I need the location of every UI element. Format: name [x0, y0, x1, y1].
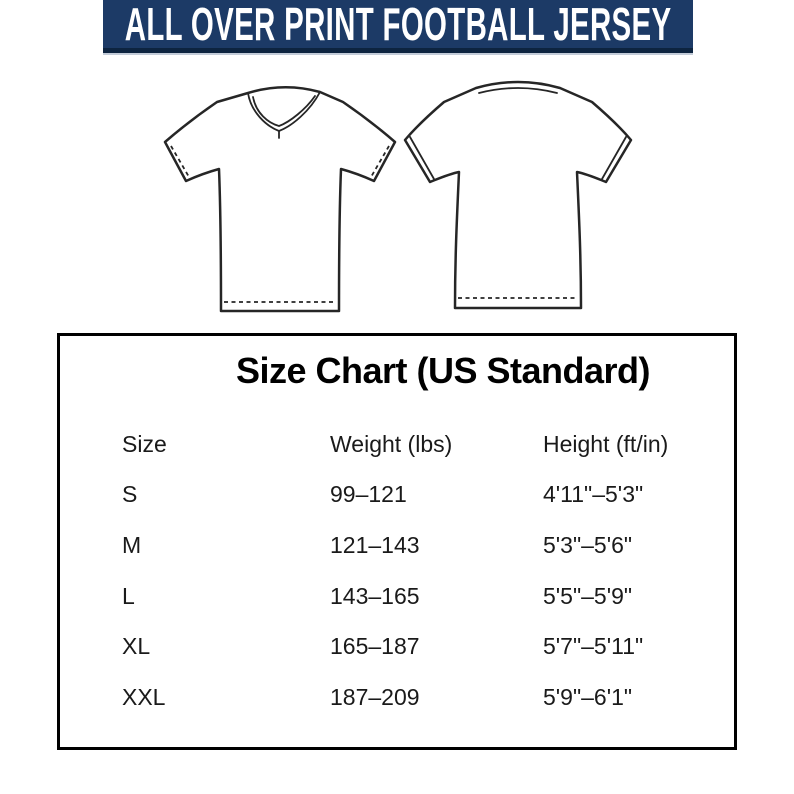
column-header-weight: Weight (lbs)	[330, 430, 453, 457]
size-chart-title: Size Chart (US Standard)	[235, 350, 651, 391]
cell-height: 4'11"–5'3"	[543, 481, 644, 508]
cell-height: 5'3"–5'6"	[543, 531, 633, 558]
table-row: S 99–121 4'11"–5'3"	[122, 470, 728, 521]
table-header-row: Size Weight (lbs) Height (ft/in)	[122, 419, 728, 470]
jersey-back-illustration	[396, 76, 640, 314]
table-row: L 143–165 5'5"–5'9"	[122, 571, 728, 622]
cell-weight: 187–209	[330, 683, 420, 710]
table-row: M 121–143 5'3"–5'6"	[122, 520, 728, 571]
cell-weight: 165–187	[330, 633, 420, 660]
cell-height: 5'9"–6'1"	[543, 683, 633, 710]
jersey-front-icon	[163, 86, 397, 313]
cell-size: S	[122, 481, 138, 508]
cell-weight: 143–165	[330, 582, 420, 609]
column-header-size: Size	[122, 430, 167, 457]
cell-height: 5'7"–5'11"	[543, 633, 644, 660]
cell-height: 5'5"–5'9"	[543, 582, 633, 609]
table-row: XXL 187–209 5'9"–6'1"	[122, 672, 728, 723]
column-header-height: Height (ft/in)	[543, 430, 669, 457]
cell-size: XXL	[122, 683, 166, 710]
cell-weight: 99–121	[330, 481, 407, 508]
cell-size: M	[122, 531, 142, 558]
table-row: XL 165–187 5'7"–5'11"	[122, 621, 728, 672]
jersey-back-icon	[403, 80, 633, 310]
jersey-front-illustration	[158, 84, 400, 316]
cell-size: XL	[122, 633, 151, 660]
banner-title: ALL OVER PRINT FOOTBALL JERSEY	[124, 0, 672, 50]
title-banner: ALL OVER PRINT FOOTBALL JERSEY	[103, 0, 693, 53]
size-chart-panel: Size Chart (US Standard) Size Weight (lb…	[57, 333, 737, 750]
size-chart-table: Size Weight (lbs) Height (ft/in) S 99–12…	[122, 419, 728, 723]
cell-size: L	[122, 582, 135, 609]
cell-weight: 121–143	[330, 531, 420, 558]
